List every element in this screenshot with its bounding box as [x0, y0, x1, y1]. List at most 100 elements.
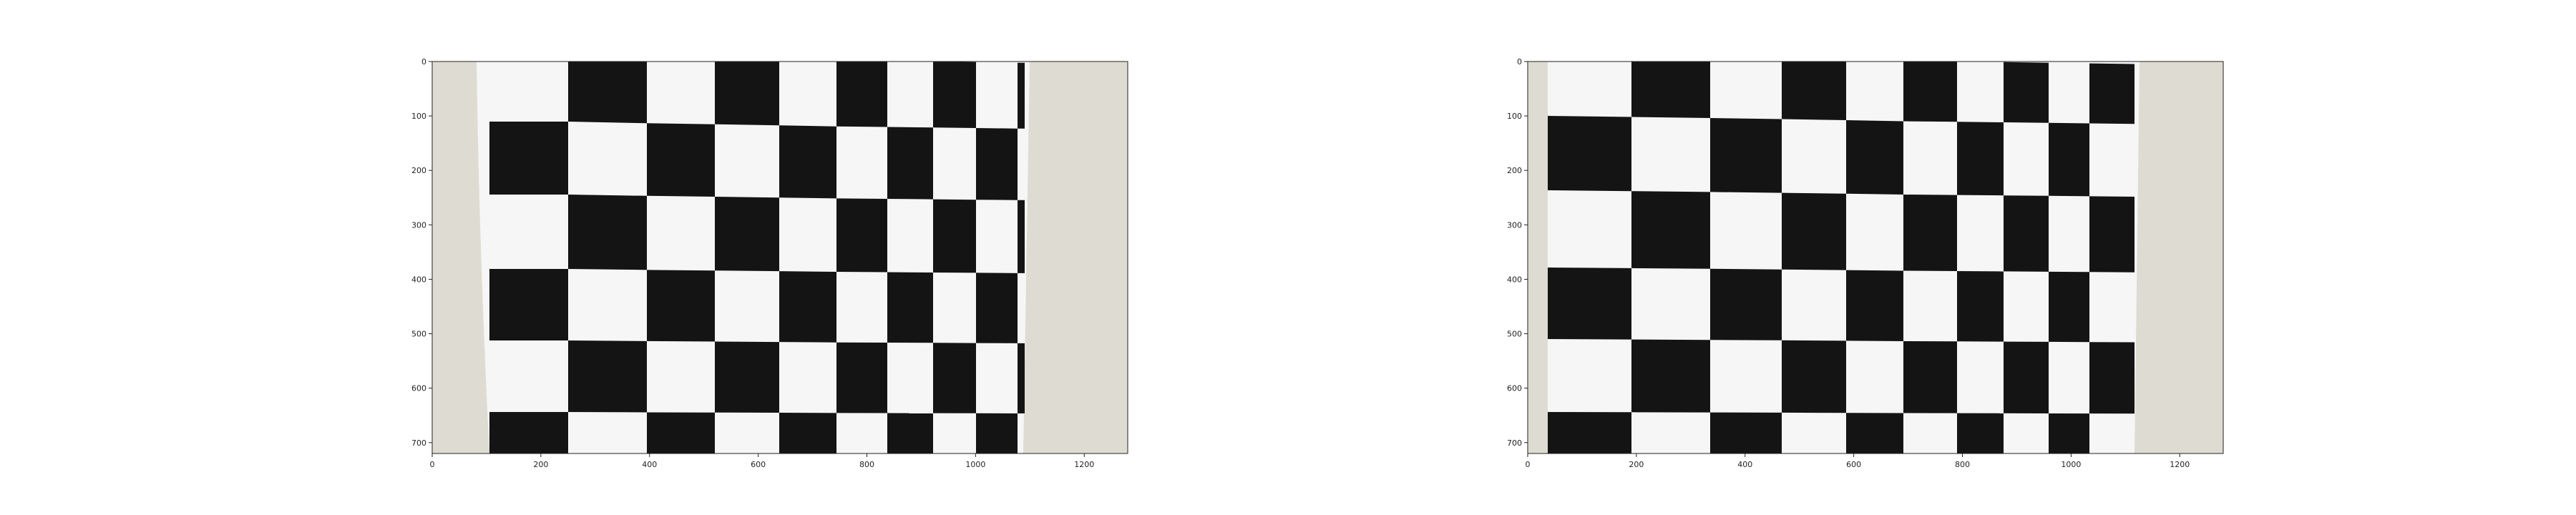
y-tick-label: 400	[1507, 275, 1522, 284]
checker-square	[1548, 268, 1631, 340]
checker-square	[887, 127, 933, 200]
y-ticks: 0 100 200 300 400 500 600 700	[1507, 57, 1528, 448]
y-tick-label: 100	[1507, 112, 1522, 121]
x-tick-label: 1000	[2061, 460, 2081, 469]
y-tick-label: 300	[411, 220, 426, 230]
x-tick-label: 400	[642, 460, 657, 469]
x-tick-label: 200	[533, 460, 548, 469]
checker-square	[1903, 341, 1957, 413]
y-tick-label: 200	[411, 166, 426, 175]
y-tick-label: 400	[411, 275, 426, 284]
subplot-distorted: 0 200 400 600 800 1000 1200 0 100 200 300 400 500 60…	[411, 57, 1128, 469]
checker-square	[1018, 200, 1025, 273]
checker-square	[2049, 271, 2089, 343]
subplot-undistorted: 0 200 400 600 800 1000 1200 0 100 200 300 400 500 60…	[1507, 57, 2224, 469]
x-tick-label: 1200	[1074, 460, 1094, 469]
checkerboard-distorted	[489, 62, 1025, 453]
y-tick-label: 500	[1507, 330, 1522, 339]
checker-square	[1957, 122, 2004, 196]
x-tick-label: 600	[751, 460, 766, 469]
checker-square	[489, 269, 568, 340]
checker-square	[489, 412, 568, 453]
x-tick-label: 1200	[2170, 460, 2190, 469]
checker-square	[1782, 340, 1846, 413]
y-tick-label: 200	[1507, 166, 1522, 175]
checker-square	[2049, 413, 2089, 453]
plot-undistorted-svg: 0 200 400 600 800 1000 1200 0 100 200 300 400 500 60…	[1507, 57, 2224, 469]
checker-square	[1903, 62, 1957, 122]
checker-square	[836, 342, 887, 413]
checker-square	[1018, 343, 1025, 413]
checker-square	[2089, 63, 2135, 124]
y-tick-label: 600	[411, 384, 426, 393]
checker-square	[1957, 413, 2004, 453]
checker-square	[976, 128, 1018, 200]
checker-square	[715, 62, 779, 126]
checker-square	[1903, 195, 1957, 271]
checker-square	[836, 198, 887, 273]
checker-square	[887, 272, 933, 343]
plot-distorted-svg: 0 200 400 600 800 1000 1200 0 100 200 300 400 500 60…	[411, 57, 1128, 469]
checker-square	[1710, 118, 1782, 193]
checker-square	[1846, 120, 1903, 195]
checker-square	[1018, 62, 1025, 129]
checker-square	[489, 122, 568, 195]
checker-square	[2089, 196, 2135, 273]
x-tick-label: 600	[1846, 460, 1861, 469]
x-ticks: 0 200 400 600 800 1000 1200	[1526, 453, 2190, 469]
checker-square	[2049, 122, 2089, 197]
x-tick-label: 1000	[965, 460, 985, 469]
y-tick-label: 100	[411, 112, 426, 121]
checker-square	[933, 199, 976, 273]
checker-square	[647, 123, 715, 197]
checker-square	[568, 340, 647, 413]
checker-square	[976, 413, 1018, 453]
x-tick-label: 400	[1737, 460, 1752, 469]
x-tick-label: 0	[430, 460, 435, 469]
checker-square	[887, 413, 933, 453]
checker-square	[715, 341, 779, 413]
checker-square	[568, 62, 647, 124]
checker-square	[1548, 412, 1631, 453]
checker-square	[1782, 62, 1846, 120]
y-ticks: 0 100 200 300 400 500 600 700	[411, 57, 432, 448]
y-tick-label: 700	[1507, 438, 1522, 448]
checker-square	[647, 412, 715, 453]
checkerboard-undistorted	[1548, 62, 2135, 453]
checker-square	[2004, 62, 2049, 123]
checker-square	[1631, 191, 1710, 269]
x-tick-label: 0	[1526, 460, 1531, 469]
x-tick-label: 800	[1955, 460, 1970, 469]
x-ticks: 0 200 400 600 800 1000 1200	[430, 453, 1094, 469]
checker-square	[1846, 270, 1903, 341]
checker-square	[1710, 412, 1782, 453]
plot-frame	[431, 61, 1128, 454]
checker-square	[1631, 339, 1710, 413]
y-tick-label: 600	[1507, 384, 1522, 393]
checker-square	[1548, 116, 1631, 192]
checker-square	[647, 270, 715, 342]
checker-square	[1710, 268, 1782, 340]
checker-square	[779, 125, 836, 199]
checker-square	[779, 413, 836, 453]
checker-square	[715, 197, 779, 272]
checker-square	[2004, 195, 2049, 272]
y-tick-label: 300	[1507, 220, 1522, 230]
checker-square	[2089, 342, 2135, 414]
checker-square	[976, 273, 1018, 343]
checker-square	[1957, 270, 2004, 342]
checker-square	[1631, 62, 1710, 118]
x-tick-label: 800	[859, 460, 874, 469]
y-tick-label: 0	[421, 57, 426, 67]
checker-square	[1846, 413, 1903, 453]
checker-square	[1782, 192, 1846, 270]
checker-square	[568, 195, 647, 270]
checker-square	[779, 271, 836, 343]
checker-square	[933, 62, 976, 128]
y-tick-label: 0	[1517, 57, 1522, 67]
y-tick-label: 500	[411, 330, 426, 339]
x-tick-label: 200	[1629, 460, 1644, 469]
checker-square	[933, 343, 976, 413]
checker-square	[836, 62, 887, 127]
plot-frame	[1527, 61, 2224, 454]
